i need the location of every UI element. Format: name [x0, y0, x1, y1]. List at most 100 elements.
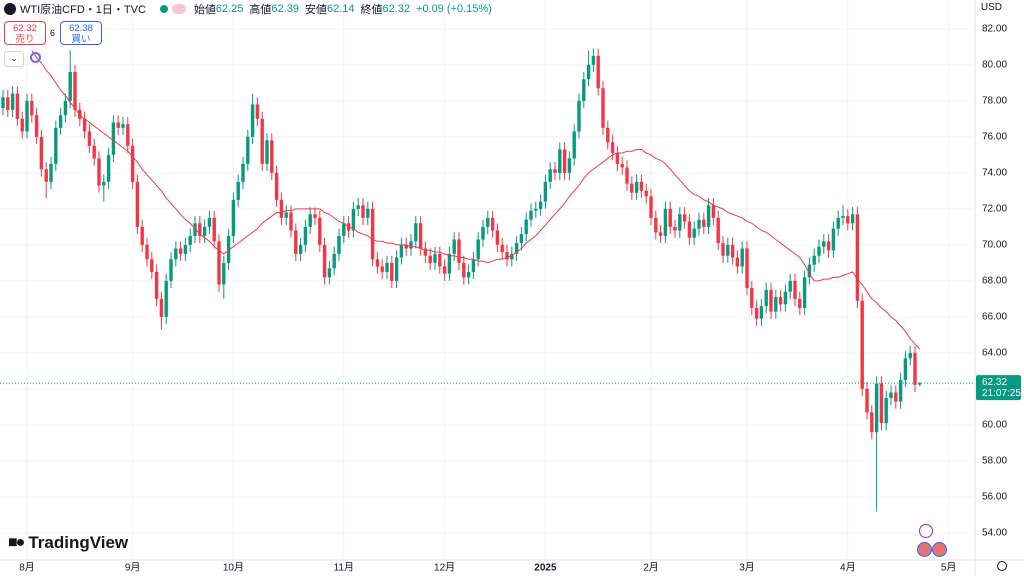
candle-body: [6, 97, 10, 110]
status-pill: [171, 4, 186, 14]
candle-body: [462, 262, 466, 278]
candle-body: [553, 169, 557, 173]
candle-body: [145, 244, 149, 260]
candle-body: [807, 264, 812, 278]
refresh-icon[interactable]: [30, 52, 41, 63]
candle-body: [783, 291, 788, 305]
candle-body: [466, 271, 471, 278]
x-tick-label: 11月: [334, 562, 354, 574]
buy-button[interactable]: 62.38 買い: [60, 21, 102, 45]
sell-button[interactable]: 62.32 売り: [4, 21, 46, 45]
candle-body: [164, 280, 168, 317]
sell-label: 売り: [15, 34, 35, 45]
x-tick-label: 5月: [941, 562, 957, 574]
candle-body: [519, 234, 524, 244]
settings-icon[interactable]: [997, 561, 1007, 571]
candle-body: [385, 262, 389, 272]
candle-body: [841, 216, 845, 218]
candle-body: [721, 243, 725, 256]
candle-body: [106, 154, 111, 182]
candle-body: [889, 392, 893, 398]
candle-body: [855, 214, 860, 301]
candle-body: [706, 205, 711, 227]
candle-body: [39, 136, 44, 170]
ohlc-label: 安値: [304, 4, 327, 16]
buy-price: 62.38: [69, 23, 93, 34]
candle-body: [663, 208, 668, 236]
sell-price: 62.32: [13, 23, 37, 34]
candle-body: [649, 196, 653, 218]
candle-body: [25, 100, 29, 132]
legend: WTI原油CFD・1日・TVC 始値 62.25 高値 62.39 安値 62.14 …: [4, 1, 498, 17]
event-icon[interactable]: [919, 524, 933, 538]
candle-body: [524, 219, 528, 235]
candle-body: [558, 149, 562, 173]
y-tick-label: 70.00: [982, 240, 1007, 251]
candle-body: [750, 288, 754, 308]
x-tick-label: 10月: [223, 562, 244, 574]
candle-body: [370, 208, 375, 260]
candle-body: [318, 217, 322, 245]
candle-body: [774, 297, 778, 312]
candle-body: [102, 181, 106, 186]
y-tick-label: 60.00: [982, 420, 1007, 431]
candle-body: [58, 115, 63, 128]
brand[interactable]: ■● TradingView: [8, 533, 128, 553]
candle-body: [668, 208, 672, 227]
candle-body: [870, 412, 874, 433]
candle-body: [754, 307, 759, 319]
event-flag[interactable]: [932, 542, 947, 557]
y-tick-label: 64.00: [982, 348, 1007, 359]
candle-body: [510, 253, 514, 260]
candle-body: [447, 253, 452, 274]
candle-body: [913, 352, 917, 385]
candle-body: [289, 212, 293, 231]
y-tick-label: 72.00: [982, 204, 1007, 215]
candle-body: [231, 199, 236, 236]
candle-body: [452, 239, 456, 254]
candle-body: [1, 97, 5, 109]
candle-body: [471, 259, 476, 272]
candle-body: [126, 124, 130, 146]
candle-body: [625, 167, 629, 184]
candle-body: [582, 79, 586, 101]
candle-body: [678, 214, 682, 231]
candle-body: [270, 140, 274, 173]
candle-body: [538, 201, 543, 209]
change: +0.09 (+0.15%): [416, 3, 492, 15]
candle-body: [159, 298, 164, 317]
candle-body: [745, 248, 749, 289]
candle-body: [476, 239, 480, 260]
ohlc-value: 62.39: [271, 3, 299, 15]
symbol[interactable]: WTI原油CFD・1日・TVC: [20, 4, 146, 16]
candle-body: [630, 183, 634, 193]
candle-body: [154, 271, 159, 299]
currency[interactable]: USD: [980, 2, 1002, 13]
candle-body: [82, 118, 87, 132]
candle-body: [15, 93, 20, 119]
candle-body: [49, 163, 53, 182]
candle-body: [726, 244, 730, 256]
candle-body: [486, 217, 490, 227]
candle-body: [111, 122, 116, 155]
candle-body: [178, 248, 183, 254]
candle-body: [255, 104, 260, 119]
candle-body: [169, 259, 173, 281]
candle-body: [30, 100, 34, 116]
spread: 6: [50, 28, 56, 38]
event-flag[interactable]: [917, 542, 932, 557]
candle-body: [198, 223, 202, 236]
y-tick-label: 56.00: [982, 492, 1007, 503]
candle-body: [457, 239, 461, 263]
candle-body: [87, 131, 92, 146]
collapse-button[interactable]: ⌄: [4, 51, 24, 67]
candle-body: [826, 241, 831, 251]
candle-body: [572, 131, 576, 159]
candle-body: [918, 383, 922, 385]
candle-body: [246, 136, 250, 164]
x-tick-label: 2025: [534, 563, 557, 574]
candle-body: [562, 149, 567, 173]
y-tick-label: 76.00: [982, 131, 1007, 142]
candle-body: [898, 379, 903, 402]
